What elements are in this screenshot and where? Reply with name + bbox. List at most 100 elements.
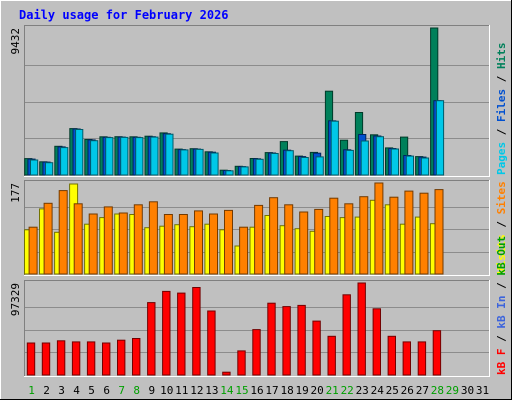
bar: [359, 196, 369, 275]
bar: [269, 197, 279, 275]
bar: [56, 340, 66, 376]
bar: [417, 341, 427, 376]
legend-entry: /: [495, 276, 508, 296]
bar: [222, 371, 231, 376]
series-legend-bottom: kB F / kB In / kB Out: [495, 236, 508, 375]
legend-entry: /: [495, 329, 508, 349]
y-max-label-bottom: 97329: [9, 283, 22, 316]
x-tick-label: 19: [295, 384, 308, 397]
bar: [240, 166, 249, 176]
bar: [285, 150, 294, 176]
x-tick-label: 21: [326, 384, 339, 397]
bar: [162, 290, 171, 376]
bar: [45, 162, 54, 176]
legend-entry: Sites: [495, 181, 508, 214]
bar: [26, 342, 36, 376]
bar: [117, 339, 126, 376]
bar: [60, 147, 69, 176]
panel-top: 9432 Pages / Files / Hits: [9, 25, 508, 177]
bar: [329, 197, 339, 275]
bar: [135, 137, 144, 176]
series-legend-middle: Visits / Sites: [495, 181, 508, 274]
legend-entry: Files: [495, 89, 508, 122]
legend-entry: Hits: [495, 43, 508, 70]
bar: [252, 329, 261, 376]
bar: [300, 157, 309, 176]
legend-entry: kB Out: [495, 236, 508, 276]
bar: [133, 204, 143, 275]
bar: [372, 308, 382, 376]
legend-entry: /: [495, 122, 508, 142]
legend-entry: /: [495, 214, 508, 234]
chart-title: Daily usage for February 2026: [19, 8, 229, 22]
bar: [118, 212, 128, 275]
bar: [209, 213, 218, 275]
x-tick-label: 1: [28, 384, 35, 397]
bar: [237, 350, 246, 376]
bar: [192, 287, 201, 376]
x-tick-label: 23: [356, 384, 369, 397]
x-tick-label: 11: [175, 384, 188, 397]
bar: [239, 226, 249, 275]
series-sites: [28, 182, 444, 275]
x-tick-label: 20: [310, 384, 323, 397]
bar: [254, 204, 264, 275]
x-tick-label: 17: [265, 384, 278, 397]
bar: [360, 140, 369, 176]
bar: [148, 201, 158, 275]
bar: [58, 190, 68, 275]
bar: [73, 203, 83, 275]
bar: [28, 226, 38, 275]
x-tick-label: 14: [220, 384, 234, 397]
bar: [207, 310, 216, 376]
x-tick-label: 25: [386, 384, 399, 397]
x-tick-label: 24: [371, 384, 385, 397]
bar: [195, 148, 204, 176]
bar: [43, 202, 53, 275]
bar: [282, 306, 291, 376]
bar: [375, 136, 384, 176]
bar: [357, 282, 366, 376]
legend-entry: Visits: [495, 234, 508, 274]
bar: [224, 209, 233, 275]
legend-entry: kB In: [495, 296, 508, 329]
x-tick-label: 6: [103, 384, 110, 397]
x-tick-label: 8: [133, 384, 140, 397]
bar: [103, 206, 113, 275]
bar: [120, 136, 129, 176]
bar: [374, 182, 384, 275]
x-tick-label: 2: [43, 384, 50, 397]
bar: [390, 148, 399, 176]
bar: [88, 213, 98, 275]
x-tick-label: 18: [280, 384, 293, 397]
bar: [314, 208, 324, 275]
x-tick-label: 3: [58, 384, 65, 397]
series-legend-top: Pages / Files / Hits: [495, 43, 508, 176]
panel-bottom: 97329 kB F / kB In / kB Out: [9, 236, 508, 377]
bar: [387, 335, 397, 376]
panels-layer: 9432 Pages / Files / Hits 177 Visits / Site…: [9, 25, 508, 377]
bar: [432, 330, 442, 376]
bar: [90, 140, 99, 176]
bar: [434, 189, 444, 275]
bar: [405, 155, 414, 176]
x-tick-label: 7: [118, 384, 125, 397]
x-tick-label: 5: [88, 384, 95, 397]
x-tick-label: 10: [160, 384, 173, 397]
bar: [404, 190, 414, 275]
bar: [297, 304, 306, 376]
bar: [132, 338, 141, 376]
bar: [389, 196, 399, 275]
bar: [147, 302, 156, 376]
bar: [344, 203, 354, 275]
bar: [163, 214, 173, 275]
bar: [210, 152, 219, 176]
legend-entry: kB F: [495, 349, 508, 376]
bar: [178, 214, 188, 275]
x-axis: 1 2 3 4 5 6 7 8 9 10 11 12 13 14 15 16 17 18 19 20 21 22 23 24 2…: [28, 384, 489, 397]
bar: [312, 320, 321, 376]
bar: [345, 149, 354, 176]
bar: [177, 292, 186, 376]
bar: [327, 335, 336, 376]
bar: [71, 341, 81, 376]
